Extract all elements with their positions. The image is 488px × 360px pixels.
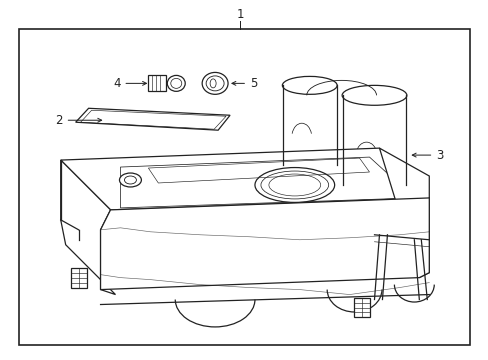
- Polygon shape: [101, 198, 428, 289]
- Bar: [148, 75, 166, 91]
- Ellipse shape: [167, 75, 185, 91]
- Ellipse shape: [119, 173, 141, 187]
- Polygon shape: [61, 148, 428, 210]
- Bar: [19, 28, 469, 345]
- Text: 4: 4: [113, 77, 146, 90]
- Ellipse shape: [206, 76, 224, 91]
- Text: 2: 2: [55, 114, 102, 127]
- Ellipse shape: [170, 78, 182, 88]
- Polygon shape: [76, 108, 229, 130]
- Ellipse shape: [268, 174, 320, 196]
- Text: 5: 5: [231, 77, 257, 90]
- Text: 1: 1: [236, 8, 244, 21]
- Bar: [71, 268, 86, 288]
- Ellipse shape: [282, 76, 336, 94]
- Ellipse shape: [342, 175, 406, 195]
- Polygon shape: [61, 160, 115, 294]
- Text: 3: 3: [411, 149, 443, 162]
- Ellipse shape: [124, 176, 136, 184]
- Ellipse shape: [254, 167, 334, 202]
- Ellipse shape: [342, 85, 406, 105]
- Bar: [353, 298, 369, 318]
- Ellipse shape: [202, 72, 227, 94]
- Ellipse shape: [261, 171, 328, 199]
- Ellipse shape: [282, 156, 336, 174]
- Ellipse shape: [210, 79, 216, 88]
- Polygon shape: [379, 148, 428, 278]
